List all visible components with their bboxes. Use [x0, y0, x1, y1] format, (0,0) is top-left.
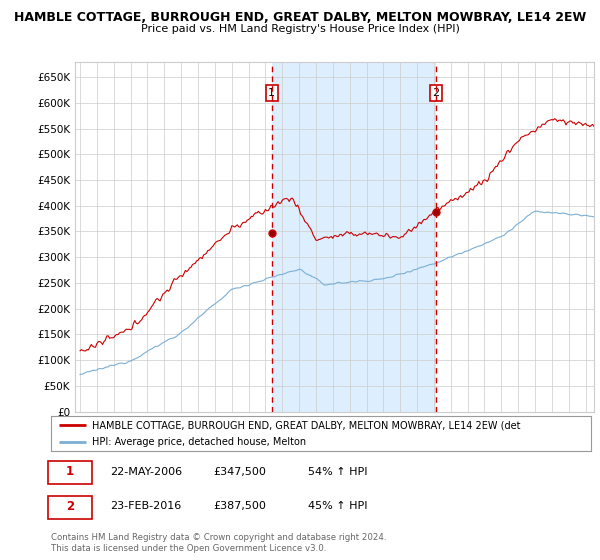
FancyBboxPatch shape — [49, 461, 91, 484]
Text: Contains HM Land Registry data © Crown copyright and database right 2024.
This d: Contains HM Land Registry data © Crown c… — [51, 533, 386, 553]
Text: 1: 1 — [268, 88, 275, 98]
Text: 2: 2 — [66, 500, 74, 513]
Text: 54% ↑ HPI: 54% ↑ HPI — [308, 466, 367, 477]
FancyBboxPatch shape — [49, 496, 91, 519]
Bar — [272, 62, 436, 412]
Text: 22-MAY-2006: 22-MAY-2006 — [110, 466, 182, 477]
Text: 1: 1 — [66, 465, 74, 478]
Text: HAMBLE COTTAGE, BURROUGH END, GREAT DALBY, MELTON MOWBRAY, LE14 2EW (det: HAMBLE COTTAGE, BURROUGH END, GREAT DALB… — [91, 421, 520, 431]
Text: 45% ↑ HPI: 45% ↑ HPI — [308, 501, 367, 511]
Text: HAMBLE COTTAGE, BURROUGH END, GREAT DALBY, MELTON MOWBRAY, LE14 2EW: HAMBLE COTTAGE, BURROUGH END, GREAT DALB… — [14, 11, 586, 24]
Text: HPI: Average price, detached house, Melton: HPI: Average price, detached house, Melt… — [91, 437, 305, 447]
Text: 23-FEB-2016: 23-FEB-2016 — [110, 501, 182, 511]
Text: Price paid vs. HM Land Registry's House Price Index (HPI): Price paid vs. HM Land Registry's House … — [140, 24, 460, 34]
Text: £387,500: £387,500 — [213, 501, 266, 511]
Text: 2: 2 — [433, 88, 440, 98]
Text: £347,500: £347,500 — [213, 466, 266, 477]
